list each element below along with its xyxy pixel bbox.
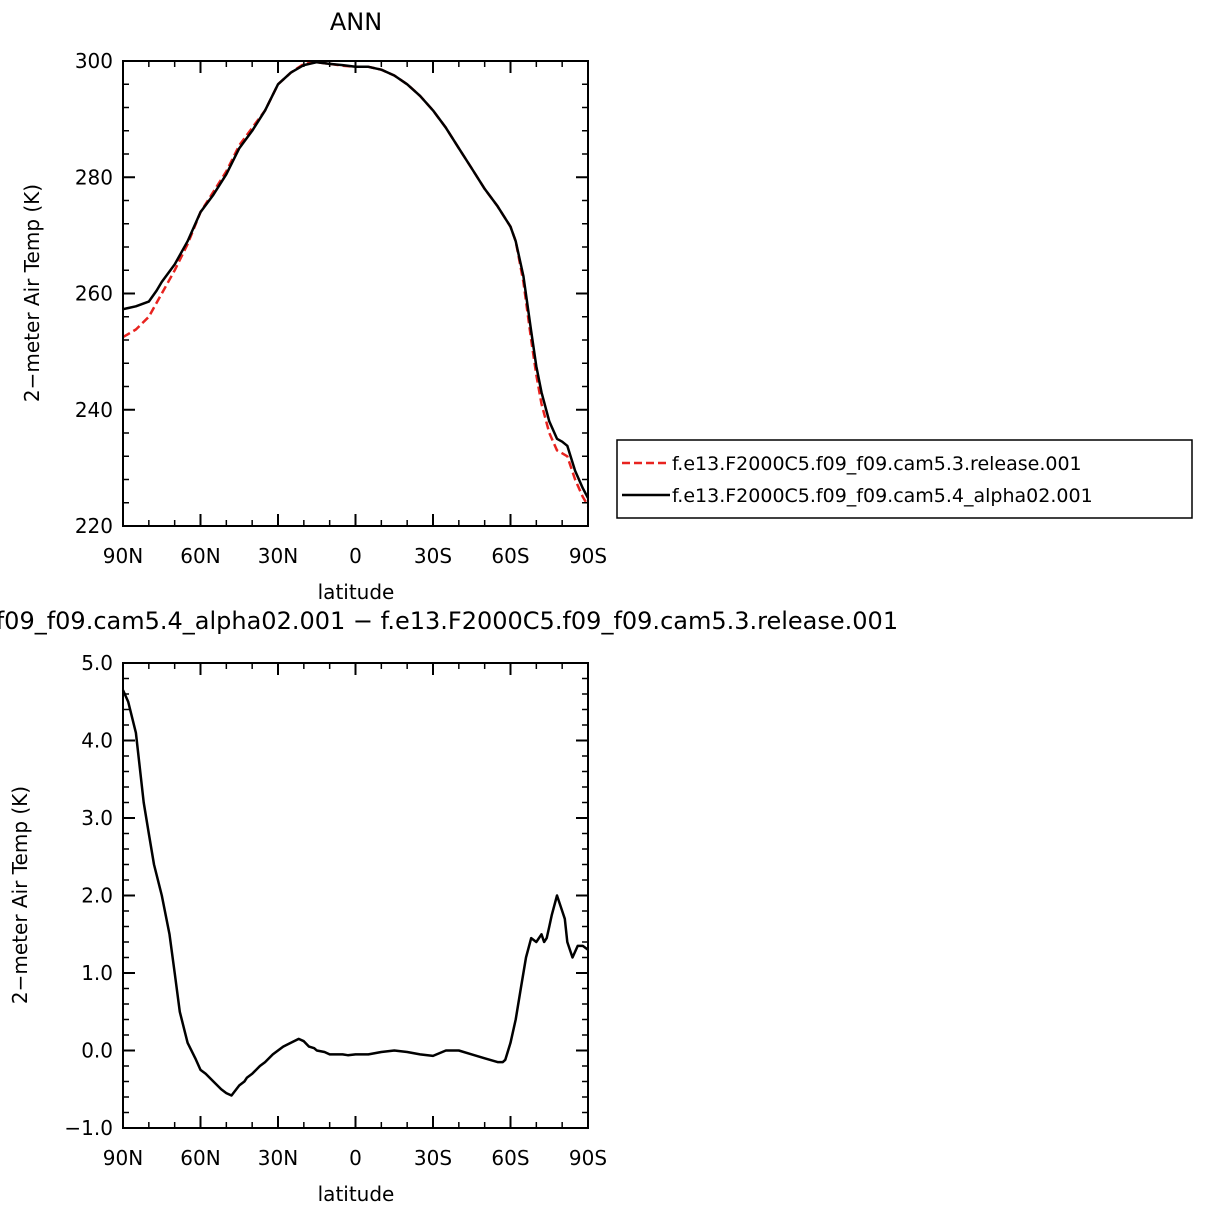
bottom-xtick-label: 60N [180, 1146, 220, 1170]
top-xtick-label: 90N [103, 544, 143, 568]
bottom-xtick-label: 90S [569, 1146, 607, 1170]
top-xtick-label: 60N [180, 544, 220, 568]
bottom-ytick-label: 4.0 [81, 729, 113, 753]
legend-label-release: f.e13.F2000C5.f09_f09.cam5.3.release.001 [672, 453, 1082, 475]
bottom-ytick-label: 0.0 [81, 1039, 113, 1063]
bottom-xtick-label: 0 [349, 1146, 362, 1170]
top-xtick-label: 90S [569, 544, 607, 568]
top-chart-title: ANN [330, 8, 382, 36]
top-chart-legend: f.e13.F2000C5.f09_f09.cam5.3.release.001… [616, 439, 1193, 519]
top-chart-ylabel: 2−meter Air Temp (K) [20, 184, 44, 402]
top-ytick-label: 240 [75, 398, 113, 422]
bottom-chart-title: f.e13.F2000C5.f09_f09.cam5.4_alpha02.001… [0, 607, 898, 635]
bottom-chart-ylabel: 2−meter Air Temp (K) [8, 786, 32, 1004]
bottom-series-line-0 [121, 689, 589, 1097]
bottom-xtick-label: 30S [414, 1146, 452, 1170]
bottom-chart-xlabel: latitude [318, 1182, 395, 1206]
bottom-chart: f.e13.F2000C5.f09_f09.cam5.4_alpha02.001… [0, 607, 898, 1206]
bottom-ytick-label: −1.0 [64, 1116, 113, 1140]
top-chart-xlabel: latitude [318, 580, 395, 604]
top-chart-ticks: 90N 60N 30N 0 30S 60S 90S 220 240 260 280 300 [75, 49, 607, 568]
bottom-xtick-label: 60S [491, 1146, 529, 1170]
bottom-chart-ticks: 90N 60N 30N 0 30S 60S 90S −1.0 0.0 1.0 2.0 3.0 4.0 5.… [64, 651, 607, 1170]
top-xtick-label: 30N [258, 544, 298, 568]
legend-label-alpha: f.e13.F2000C5.f09_f09.cam5.4_alpha02.001 [672, 485, 1093, 507]
top-xtick-label: 60S [491, 544, 529, 568]
bottom-ytick-label: 1.0 [81, 961, 113, 985]
legend-box [616, 439, 1193, 519]
top-chart-frame [122, 60, 589, 527]
bottom-ytick-label: 5.0 [81, 651, 113, 675]
top-series-line-0 [122, 60, 590, 507]
bottom-xtick-label: 30N [258, 1146, 298, 1170]
top-ytick-label: 300 [75, 49, 113, 73]
top-series-line-1 [122, 60, 590, 499]
top-ytick-label: 280 [75, 165, 113, 189]
top-chart: ANN 90N 60N 30N 0 30S 60S 90S 220 240 260 280 300 2… [20, 8, 1193, 604]
bottom-xtick-label: 90N [103, 1146, 143, 1170]
bottom-ytick-label: 3.0 [81, 806, 113, 830]
bottom-chart-frame [122, 662, 589, 1129]
top-xtick-label: 0 [349, 544, 362, 568]
top-ytick-label: 220 [75, 514, 113, 538]
top-ytick-label: 260 [75, 282, 113, 306]
top-chart-lines [122, 60, 590, 507]
bottom-chart-lines [121, 689, 589, 1097]
top-xtick-label: 30S [414, 544, 452, 568]
bottom-ytick-label: 2.0 [81, 884, 113, 908]
